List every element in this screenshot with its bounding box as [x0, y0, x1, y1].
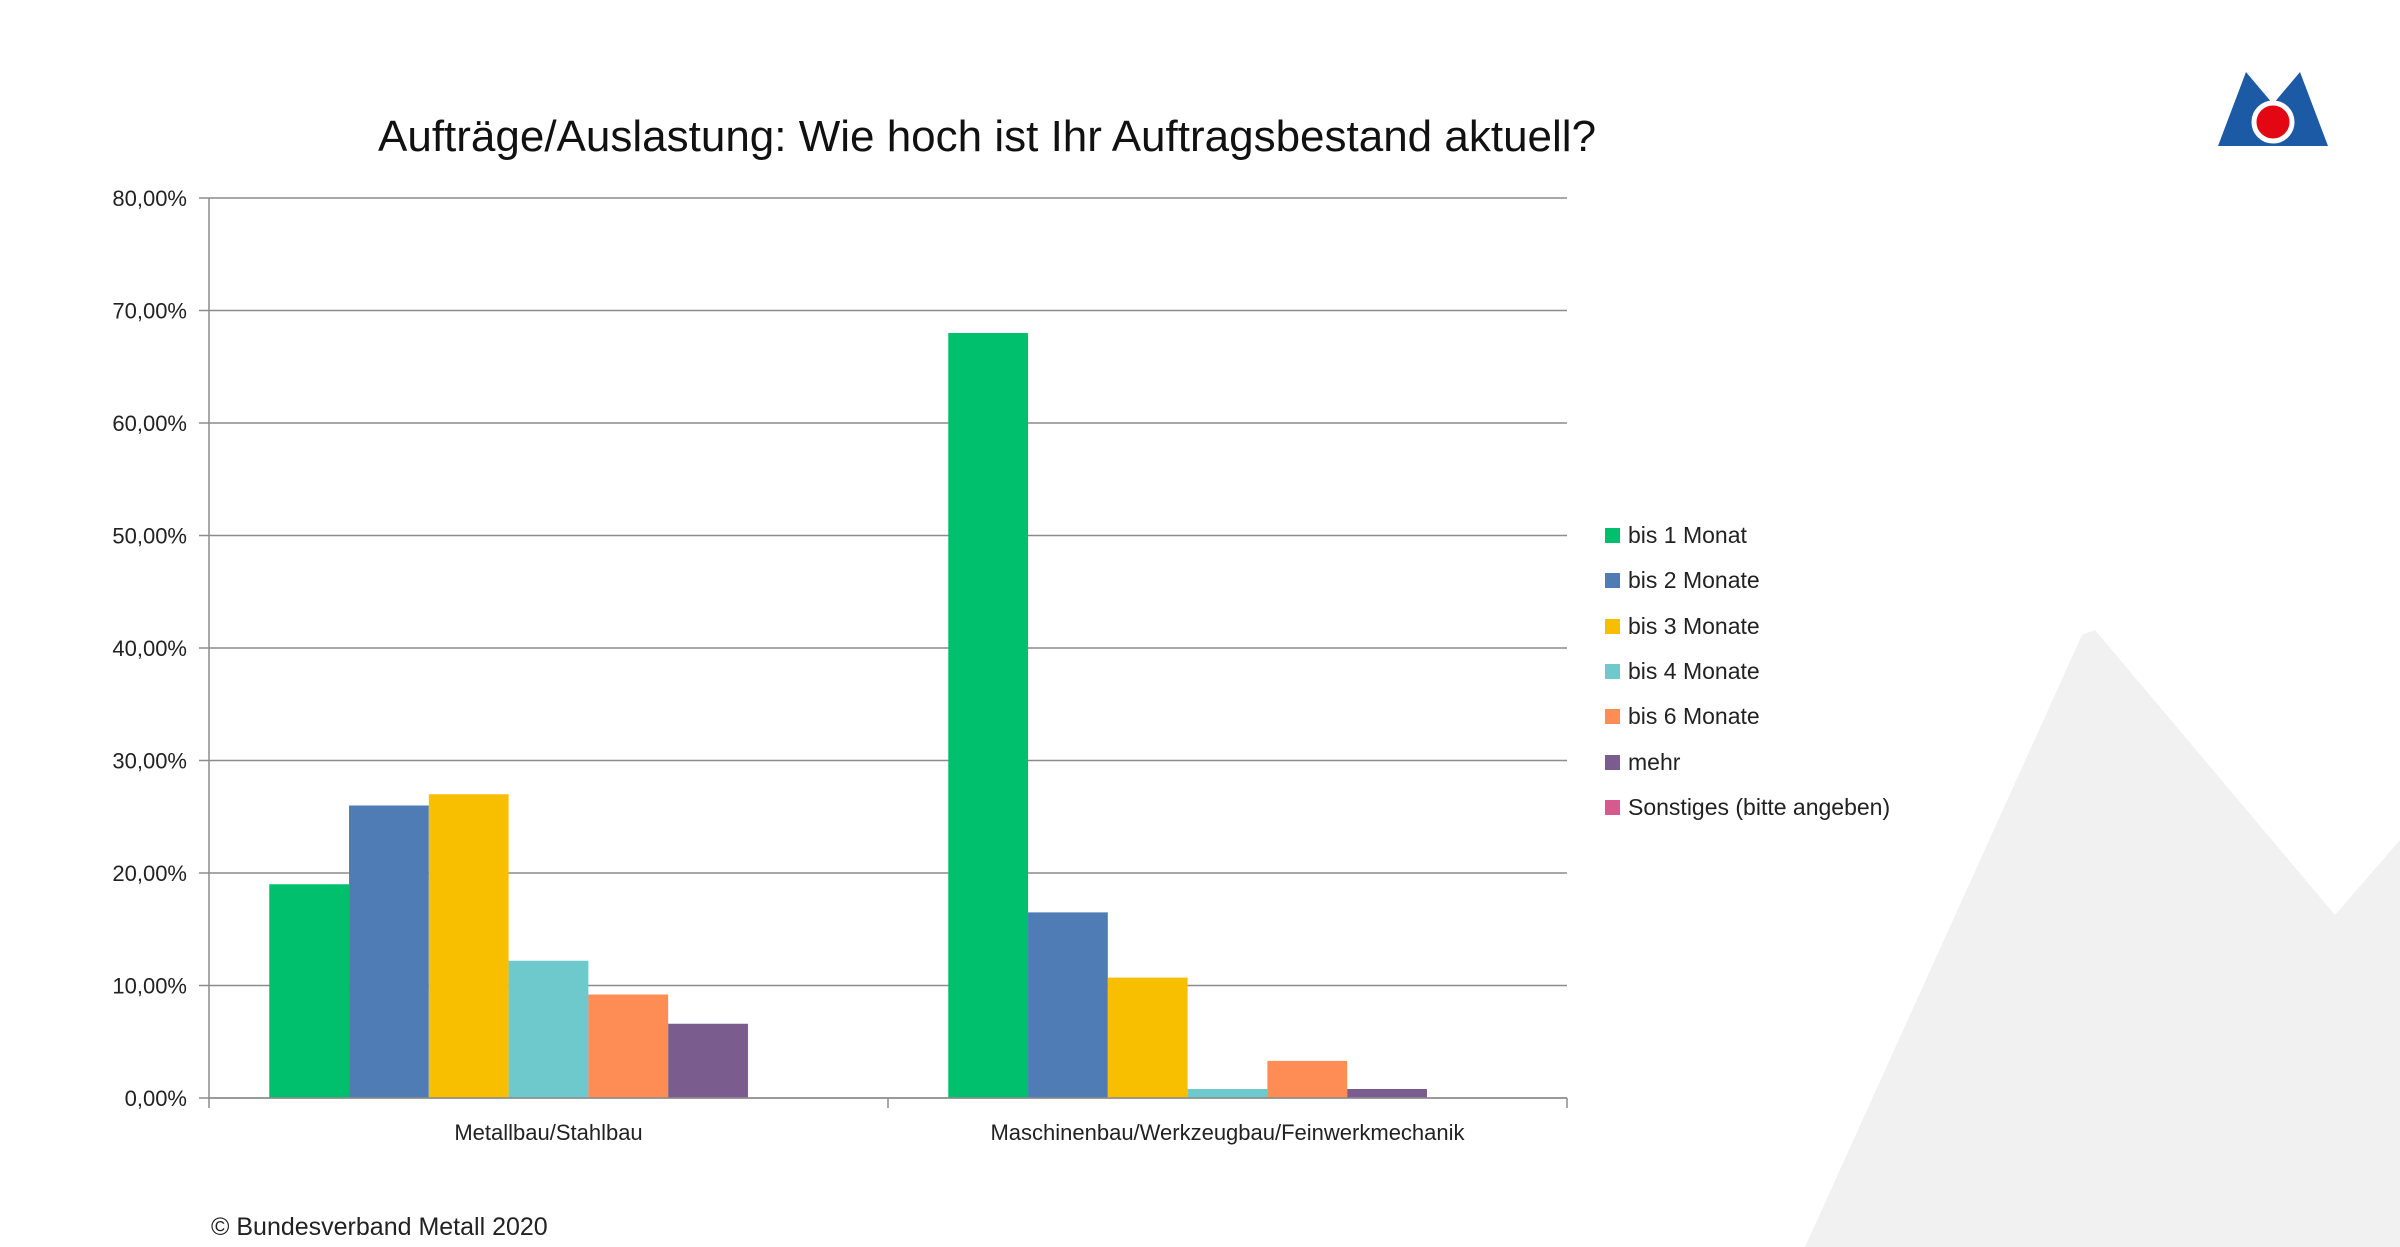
bar: [428, 794, 509, 1098]
bar: [508, 960, 589, 1098]
bar: [1107, 977, 1188, 1098]
legend-swatch: [1605, 754, 1620, 770]
legend-swatch: [1605, 528, 1620, 544]
axes: [199, 197, 1568, 1108]
bar: [269, 884, 350, 1098]
y-tick-label: 60,00%: [112, 411, 187, 436]
y-tick-label: 40,00%: [112, 636, 187, 661]
logo-red-dot: [2251, 100, 2295, 144]
legend-swatch: [1605, 618, 1620, 634]
legend-item: mehr: [1605, 739, 1890, 784]
y-tick-label: 0,00%: [125, 1086, 187, 1111]
background-circle-shape: [2050, 975, 2400, 1247]
legend-item: bis 2 Monate: [1605, 558, 1890, 603]
bar: [1028, 912, 1108, 1098]
legend-label: mehr: [1628, 748, 1681, 775]
legend-label: bis 4 Monate: [1628, 658, 1760, 685]
copyright-text: © Bundesverband Metall 2020: [211, 1213, 548, 1241]
bundesverband-metall-logo: [2218, 72, 2328, 146]
chart-legend: bis 1 Monat bis 2 Monate bis 3 Monate bis 4…: [1605, 513, 1890, 830]
legend-swatch: [1605, 664, 1620, 680]
legend-label: bis 3 Monate: [1628, 612, 1760, 639]
y-tick-label: 70,00%: [112, 299, 187, 324]
y-tick-label: 20,00%: [112, 861, 187, 886]
y-tick-label: 50,00%: [112, 524, 187, 549]
y-tick-label: 10,00%: [112, 974, 187, 999]
bar: [668, 1023, 748, 1098]
legend-item: bis 3 Monate: [1605, 604, 1890, 649]
bar: [588, 994, 669, 1098]
chart-title: Aufträge/Auslastung: Wie hoch ist Ihr Au…: [378, 112, 1597, 161]
legend-item: bis 6 Monate: [1605, 694, 1890, 739]
x-category-label: Maschinenbau/Werkzeugbau/Feinwerkmechani…: [990, 1120, 1465, 1145]
axis-labels: 0,00% 10,00% 20,00% 30,00% 40,00% 50,00% 60,00…: [112, 186, 1465, 1145]
legend-item: bis 1 Monat: [1605, 513, 1890, 558]
y-tick-label: 30,00%: [112, 749, 187, 774]
bars: [269, 333, 1427, 1098]
bar: [349, 805, 429, 1098]
legend-label: Sonstiges (bitte angeben): [1628, 793, 1891, 820]
legend-item: Sonstiges (bitte angeben): [1605, 785, 1890, 830]
x-category-label: Metallbau/Stahlbau: [454, 1120, 642, 1145]
y-tick-label: 80,00%: [112, 186, 187, 211]
legend-label: bis 6 Monate: [1628, 703, 1760, 730]
legend-label: bis 1 Monat: [1628, 522, 1747, 549]
legend-swatch: [1605, 573, 1620, 589]
background-mountain-shape: [1805, 630, 2400, 1247]
bar: [1347, 1089, 1427, 1098]
legend-label: bis 2 Monate: [1628, 567, 1760, 594]
legend-swatch: [1605, 709, 1620, 725]
bar: [1187, 1089, 1268, 1098]
legend-swatch: [1605, 799, 1620, 815]
legend-item: bis 4 Monate: [1605, 649, 1890, 694]
bar: [948, 333, 1029, 1098]
bar: [1267, 1060, 1348, 1098]
